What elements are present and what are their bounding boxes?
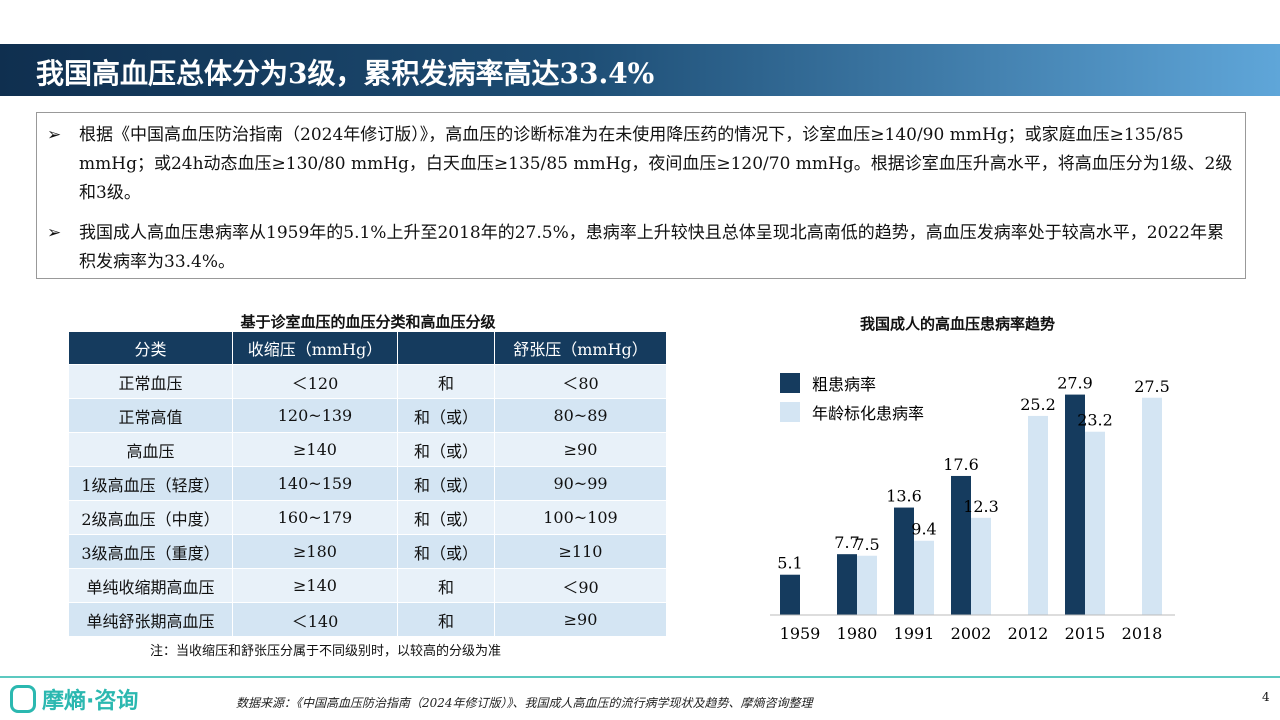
x-tick-label: 2018 bbox=[1122, 624, 1163, 643]
col-header: 舒张压（mmHg） bbox=[494, 331, 667, 365]
data-label: 13.6 bbox=[886, 487, 922, 506]
footer-divider bbox=[0, 676, 1280, 678]
table-row: 2级高血压（中度） 160~179 和（或） 100~109 bbox=[68, 500, 667, 535]
table-cell: 高血压 bbox=[68, 432, 233, 467]
table-row: 高血压 ≥140 和（或） ≥90 bbox=[68, 432, 667, 467]
data-label: 5.1 bbox=[777, 554, 802, 573]
data-label: 7.5 bbox=[854, 535, 879, 554]
table-cell: 和（或） bbox=[397, 466, 495, 501]
table-cell: 80~89 bbox=[494, 398, 667, 433]
table-cell: 1级高血压（轻度） bbox=[68, 466, 233, 501]
table-cell: 和（或） bbox=[397, 398, 495, 433]
table-cell: 2级高血压（中度） bbox=[68, 500, 233, 535]
table-cell: ≥180 bbox=[232, 534, 398, 569]
table-cell: 单纯收缩期高血压 bbox=[68, 568, 233, 603]
bullet-item: ➢ 我国成人高血压患病率从1959年的5.1%上升至2018年的27.5%，患病率… bbox=[47, 219, 1233, 277]
table-cell: 和 bbox=[397, 568, 495, 603]
table-cell: ＜90 bbox=[494, 568, 667, 603]
bar-年龄标化患病率 bbox=[857, 555, 877, 615]
bar-粗患病率 bbox=[780, 574, 800, 615]
bar-年龄标化患病率 bbox=[971, 517, 991, 615]
arrow-bullet-icon: ➢ bbox=[47, 223, 62, 243]
logo: 摩熵·咨询 bbox=[10, 683, 138, 715]
table-cell: ＜80 bbox=[494, 364, 667, 399]
table-cell: 160~179 bbox=[232, 500, 398, 535]
table-cell: 和 bbox=[397, 364, 495, 399]
x-tick-label: 1991 bbox=[894, 624, 935, 643]
x-tick-label: 1959 bbox=[780, 624, 821, 643]
table-cell: ≥140 bbox=[232, 432, 398, 467]
data-label: 23.2 bbox=[1077, 411, 1113, 430]
col-header bbox=[397, 331, 495, 365]
data-label: 17.6 bbox=[943, 455, 979, 474]
table-cell: 和（或） bbox=[397, 500, 495, 535]
table-cell: 100~109 bbox=[494, 500, 667, 535]
data-label: 25.2 bbox=[1020, 395, 1056, 414]
legend-swatch bbox=[780, 373, 800, 393]
bar-粗患病率 bbox=[1065, 394, 1085, 615]
summary-box: ➢ 根据《中国高血压防治指南（2024年修订版）》，高血压的诊断标准为在未使用降压… bbox=[36, 112, 1246, 279]
page-title: 我国高血压总体分为3级，累积发病率高达33.4% bbox=[36, 57, 655, 90]
table-row: 单纯收缩期高血压 ≥140 和＜90 bbox=[68, 568, 667, 603]
bullet-text: 根据《中国高血压防治指南（2024年修订版）》，高血压的诊断标准为在未使用降压药… bbox=[79, 125, 1233, 203]
table-row: 1级高血压（轻度） 140~159 和（或） 90~99 bbox=[68, 466, 667, 501]
prevalence-chart: 粗患病率 5.1 7.7 13.6 17.6 27.9 年龄标化患病率 7.5 9.4 12.3 2… bbox=[770, 373, 1175, 643]
bar-粗患病率 bbox=[837, 554, 857, 615]
x-tick-label: 2015 bbox=[1065, 624, 1106, 643]
table-cell: ≥140 bbox=[232, 568, 398, 603]
col-header: 分类 bbox=[68, 331, 233, 365]
table-note: 注：当收缩压和舒张压分属于不同级别时，以较高的分级为准 bbox=[150, 644, 502, 659]
bullet-item: ➢ 根据《中国高血压防治指南（2024年修订版）》，高血压的诊断标准为在未使用降压… bbox=[47, 121, 1233, 208]
table-cell: ≥110 bbox=[494, 534, 667, 569]
data-label: 27.5 bbox=[1134, 377, 1170, 396]
table-cell: 140~159 bbox=[232, 466, 398, 501]
x-tick-label: 2012 bbox=[1008, 624, 1049, 643]
x-tick-label: 1980 bbox=[837, 624, 878, 643]
table-row: 3级高血压（重度） ≥180 和（或） ≥110 bbox=[68, 534, 667, 569]
table-cell: 和 bbox=[397, 602, 495, 637]
bp-classification-table: 分类 收缩压（mmHg） 舒张压（mmHg） 正常血压 ＜120 和＜80 正常高值 1… bbox=[68, 331, 667, 637]
legend-swatch bbox=[780, 402, 800, 422]
table-cell: ≥90 bbox=[494, 602, 667, 637]
table-cell: 单纯舒张期高血压 bbox=[68, 602, 233, 637]
logo-icon bbox=[10, 685, 36, 713]
data-label: 27.9 bbox=[1057, 374, 1093, 393]
bar-年龄标化患病率 bbox=[1142, 397, 1162, 615]
data-label: 7.7 bbox=[834, 533, 859, 552]
chart-title: 我国成人的高血压患病率趋势 bbox=[860, 315, 1056, 333]
bar-年龄标化患病率 bbox=[1085, 431, 1105, 615]
table-cell: 和（或） bbox=[397, 534, 495, 569]
table-row: 正常高值 120~139 和（或） 80~89 bbox=[68, 398, 667, 433]
page-number: 4 bbox=[1262, 690, 1270, 704]
table-cell: 正常高值 bbox=[68, 398, 233, 433]
legend-label: 年龄标化患病率 bbox=[812, 404, 924, 423]
table-cell: ＜140 bbox=[232, 602, 398, 637]
table-cell: 120~139 bbox=[232, 398, 398, 433]
table-cell: 3级高血压（重度） bbox=[68, 534, 233, 569]
arrow-bullet-icon: ➢ bbox=[47, 125, 62, 145]
table-cell: ≥90 bbox=[494, 432, 667, 467]
logo-text: 摩熵·咨询 bbox=[42, 689, 139, 714]
table-cell: 正常血压 bbox=[68, 364, 233, 399]
table-caption: 基于诊室血压的血压分类和高血压分级 bbox=[240, 313, 496, 331]
table-cell: 90~99 bbox=[494, 466, 667, 501]
table-row: 正常血压 ＜120 和＜80 bbox=[68, 364, 667, 399]
legend-label: 粗患病率 bbox=[812, 375, 876, 394]
table-cell: ＜120 bbox=[232, 364, 398, 399]
bar-粗患病率 bbox=[894, 507, 914, 615]
col-header: 收缩压（mmHg） bbox=[232, 331, 398, 365]
data-label: 12.3 bbox=[963, 497, 999, 516]
bar-粗患病率 bbox=[951, 475, 971, 615]
data-source: 数据来源：《中国高血压防治指南（2024年修订版）》、我国成人高血压的流行病学现… bbox=[236, 696, 813, 710]
x-tick-label: 2002 bbox=[951, 624, 992, 643]
bar-年龄标化患病率 bbox=[914, 540, 934, 615]
data-label: 9.4 bbox=[911, 520, 936, 539]
bar-年龄标化患病率 bbox=[1028, 415, 1048, 615]
table-row: 单纯舒张期高血压 ＜140 和 ≥90 bbox=[68, 602, 667, 637]
bullet-text: 我国成人高血压患病率从1959年的5.1%上升至2018年的27.5%，患病率上… bbox=[79, 223, 1224, 272]
title-bar: 我国高血压总体分为3级，累积发病率高达33.4% bbox=[0, 44, 1280, 96]
table-cell: 和（或） bbox=[397, 432, 495, 467]
